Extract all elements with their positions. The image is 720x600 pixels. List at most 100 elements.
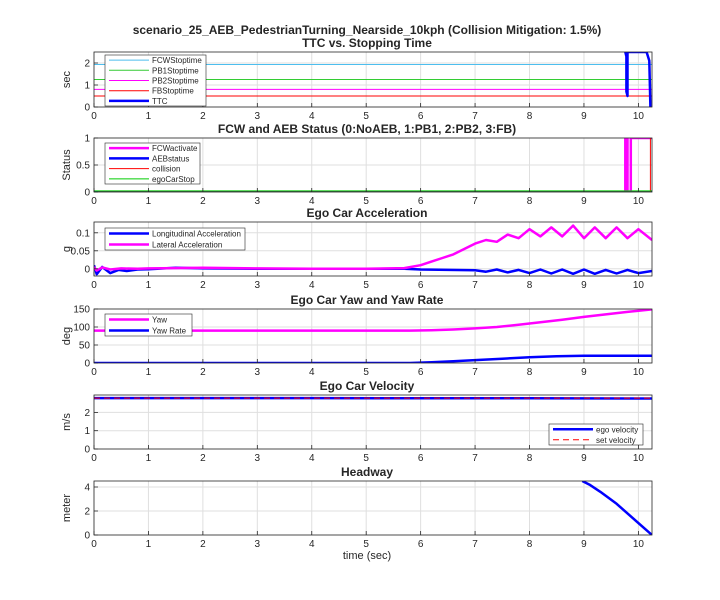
legend-entry: FCWStoptime [152, 56, 202, 65]
x-tick-label: 8 [527, 196, 533, 207]
legend: Yaw Yaw Rate [104, 313, 193, 337]
x-tick-label: 3 [255, 539, 261, 550]
legend-entry: PB1Stoptime [152, 66, 199, 75]
x-tick-label: 5 [363, 196, 369, 207]
x-tick-label: 6 [418, 280, 424, 291]
x-tick-label: 0 [91, 280, 97, 291]
series-group [94, 309, 652, 363]
x-tick-label: 2 [200, 111, 206, 122]
x-tick-label: 10 [633, 280, 645, 291]
legend-entry: set velocity [596, 436, 636, 445]
axes-box [93, 308, 653, 364]
x-axis-label: time (sec) [343, 550, 391, 562]
x-tick-label: 6 [418, 367, 424, 378]
x-tick-label: 0 [91, 453, 97, 464]
y-tick-label: 2 [84, 507, 90, 518]
legend: ego velocity set velocity [548, 423, 644, 446]
x-tick-label: 3 [255, 280, 261, 291]
x-tick-label: 10 [633, 367, 645, 378]
legend-entry: PB2Stoptime [152, 77, 199, 86]
x-tick-label: 9 [581, 367, 587, 378]
y-tick-label: 1 [84, 426, 90, 437]
y-axis-label: m/s [61, 413, 73, 431]
x-tick-label: 7 [472, 111, 478, 122]
x-tick-label: 3 [255, 111, 261, 122]
y-tick-label: 0 [84, 531, 90, 542]
axes-box [93, 221, 653, 277]
y-axis-label: deg [61, 327, 73, 345]
y-tick-label: 1 [84, 81, 90, 92]
y-axis-label: meter [61, 494, 73, 522]
x-tick-label: 5 [363, 111, 369, 122]
y-tick-label: 0 [84, 103, 90, 114]
x-tick-label: 4 [309, 196, 315, 207]
x-tick-label: 9 [581, 111, 587, 122]
legend-entry: Longitudinal Acceleration [152, 230, 241, 239]
series-line-collision [94, 138, 652, 192]
x-tick-label: 7 [472, 196, 478, 207]
series-group [94, 138, 652, 192]
series-line-longitudinal-acceleration [94, 264, 652, 276]
x-tick-label: 3 [255, 367, 261, 378]
subplot-title: FCW and AEB Status (0:NoAEB, 1:PB1, 2:PB… [218, 122, 516, 136]
subplot-2: 0 1 2 3 4 5 6 7 8 9 10 0 0.5 1 FCW and AEB Status (0:N… [61, 122, 653, 207]
y-tick-label: 0.1 [76, 228, 90, 239]
y-tick-label: 4 [84, 483, 90, 494]
series-line-yaw [94, 309, 652, 332]
y-tick-label: 0 [84, 359, 90, 370]
x-tick-label: 4 [309, 367, 315, 378]
x-tick-label: 0 [91, 539, 97, 550]
legend-entry: FCWactivate [152, 144, 198, 153]
y-tick-label: 1 [84, 134, 90, 145]
x-tick-label: 6 [418, 111, 424, 122]
x-tick-label: 4 [309, 280, 315, 291]
x-tick-label: 1 [146, 539, 152, 550]
x-tick-label: 9 [581, 280, 587, 291]
y-axis-label: g [61, 246, 73, 252]
y-tick-label: 0 [84, 188, 90, 199]
series-line-yaw-rate [94, 354, 652, 363]
x-tick-label: 7 [472, 280, 478, 291]
x-tick-label: 2 [200, 367, 206, 378]
x-tick-label: 4 [309, 539, 315, 550]
legend-entry: FBStoptime [152, 87, 194, 96]
series-group [581, 481, 652, 535]
x-tick-label: 10 [633, 111, 645, 122]
series-line-ttc [624, 52, 652, 107]
subplot-title: Ego Car Acceleration [307, 206, 428, 220]
x-tick-label: 10 [633, 196, 645, 207]
x-tick-label: 7 [472, 539, 478, 550]
legend-box [104, 142, 201, 185]
x-tick-label: 3 [255, 453, 261, 464]
x-tick-label: 9 [581, 196, 587, 207]
legend-entry: TTC [152, 97, 168, 106]
x-tick-label: 3 [255, 196, 261, 207]
x-tick-label: 8 [527, 539, 533, 550]
y-tick-label: 2 [84, 408, 90, 419]
y-tick-label: 2 [84, 59, 90, 70]
x-tick-label: 5 [363, 280, 369, 291]
x-tick-label: 7 [472, 367, 478, 378]
x-tick-label: 8 [527, 453, 533, 464]
x-tick-label: 6 [418, 196, 424, 207]
legend-entry: egoCarStop [152, 175, 195, 184]
x-tick-label: 6 [418, 539, 424, 550]
x-tick-label: 8 [527, 367, 533, 378]
axes-box [93, 480, 653, 536]
x-tick-label: 0 [91, 367, 97, 378]
series-line-fcwactivate [94, 138, 652, 192]
subplot-6: 0 1 2 3 4 5 6 7 8 9 10 0 2 4 Headway meter time (sec) [61, 465, 653, 562]
legend-entry: ego velocity [596, 425, 638, 434]
legend-entry: AEBstatus [152, 154, 189, 163]
y-tick-label: 0.05 [71, 246, 91, 257]
y-tick-label: 0.5 [76, 161, 90, 172]
subplot-title: Headway [341, 465, 393, 479]
x-tick-label: 8 [527, 280, 533, 291]
x-tick-label: 1 [146, 111, 152, 122]
series-line-lateral-acceleration [94, 224, 652, 272]
